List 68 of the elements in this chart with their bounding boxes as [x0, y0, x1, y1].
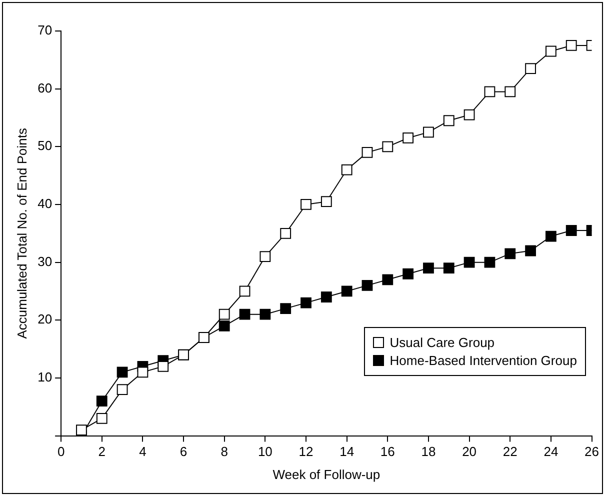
y-tick-label: 50 [38, 138, 52, 154]
point [382, 274, 394, 286]
y-tick-label: 60 [38, 80, 52, 96]
point [362, 280, 373, 291]
point [341, 164, 352, 176]
legend-label: Usual Care Group [390, 334, 495, 350]
y-axis-title: Accumulated Total No. of End Points [14, 128, 30, 339]
point [116, 384, 128, 395]
x-tick-label: 8 [220, 444, 228, 460]
point [320, 292, 332, 302]
point [239, 308, 250, 320]
point [443, 115, 454, 126]
x-tick-label: 16 [380, 444, 395, 460]
legend-label: Home-Based Intervention Group [390, 352, 577, 368]
y-tick-label: 20 [38, 312, 52, 327]
point [402, 268, 414, 280]
point [525, 63, 536, 74]
point [158, 360, 169, 372]
x-tick-label: 18 [421, 444, 436, 460]
x-tick-label: 14 [340, 444, 354, 460]
x-tick-label: 26 [584, 444, 600, 460]
point [443, 262, 454, 274]
point [137, 366, 148, 378]
point [402, 132, 414, 144]
point [260, 251, 271, 262]
point [76, 424, 87, 436]
point [96, 413, 108, 424]
x-tick-label: 0 [57, 444, 65, 460]
point [280, 228, 292, 239]
y-tick-label: 70 [38, 22, 52, 38]
x-tick-label: 10 [258, 444, 272, 460]
point [96, 396, 108, 407]
x-axis-title: Week of Follow-up [272, 466, 380, 482]
point [504, 248, 516, 260]
point [260, 308, 271, 320]
point [484, 86, 496, 98]
point [545, 46, 556, 57]
y-tick-label: 40 [38, 196, 52, 212]
x-tick-label: 6 [180, 444, 188, 460]
point [464, 256, 475, 268]
point [525, 245, 536, 256]
point [504, 86, 516, 98]
point [484, 256, 496, 268]
x-tick-label: 2 [98, 444, 106, 460]
x-tick-label: 24 [544, 444, 558, 460]
point [116, 366, 128, 378]
point [280, 303, 292, 314]
point [545, 230, 556, 242]
point [218, 320, 230, 332]
point [341, 286, 352, 297]
x-tick-label: 12 [298, 444, 314, 460]
y-tick-label: 10 [38, 370, 52, 385]
point [423, 262, 434, 274]
y-tick-label: 30 [38, 254, 52, 269]
point [239, 286, 250, 297]
point [423, 126, 434, 138]
x-tick-label: 20 [462, 444, 477, 460]
x-tick-label: 22 [502, 444, 518, 460]
point [320, 196, 332, 208]
point [464, 109, 475, 120]
point [218, 308, 230, 320]
point [566, 225, 577, 236]
point [566, 40, 577, 51]
x-tick-label: 4 [139, 444, 146, 460]
point [382, 141, 394, 152]
point [362, 146, 373, 158]
point [300, 297, 312, 308]
point [300, 199, 312, 210]
